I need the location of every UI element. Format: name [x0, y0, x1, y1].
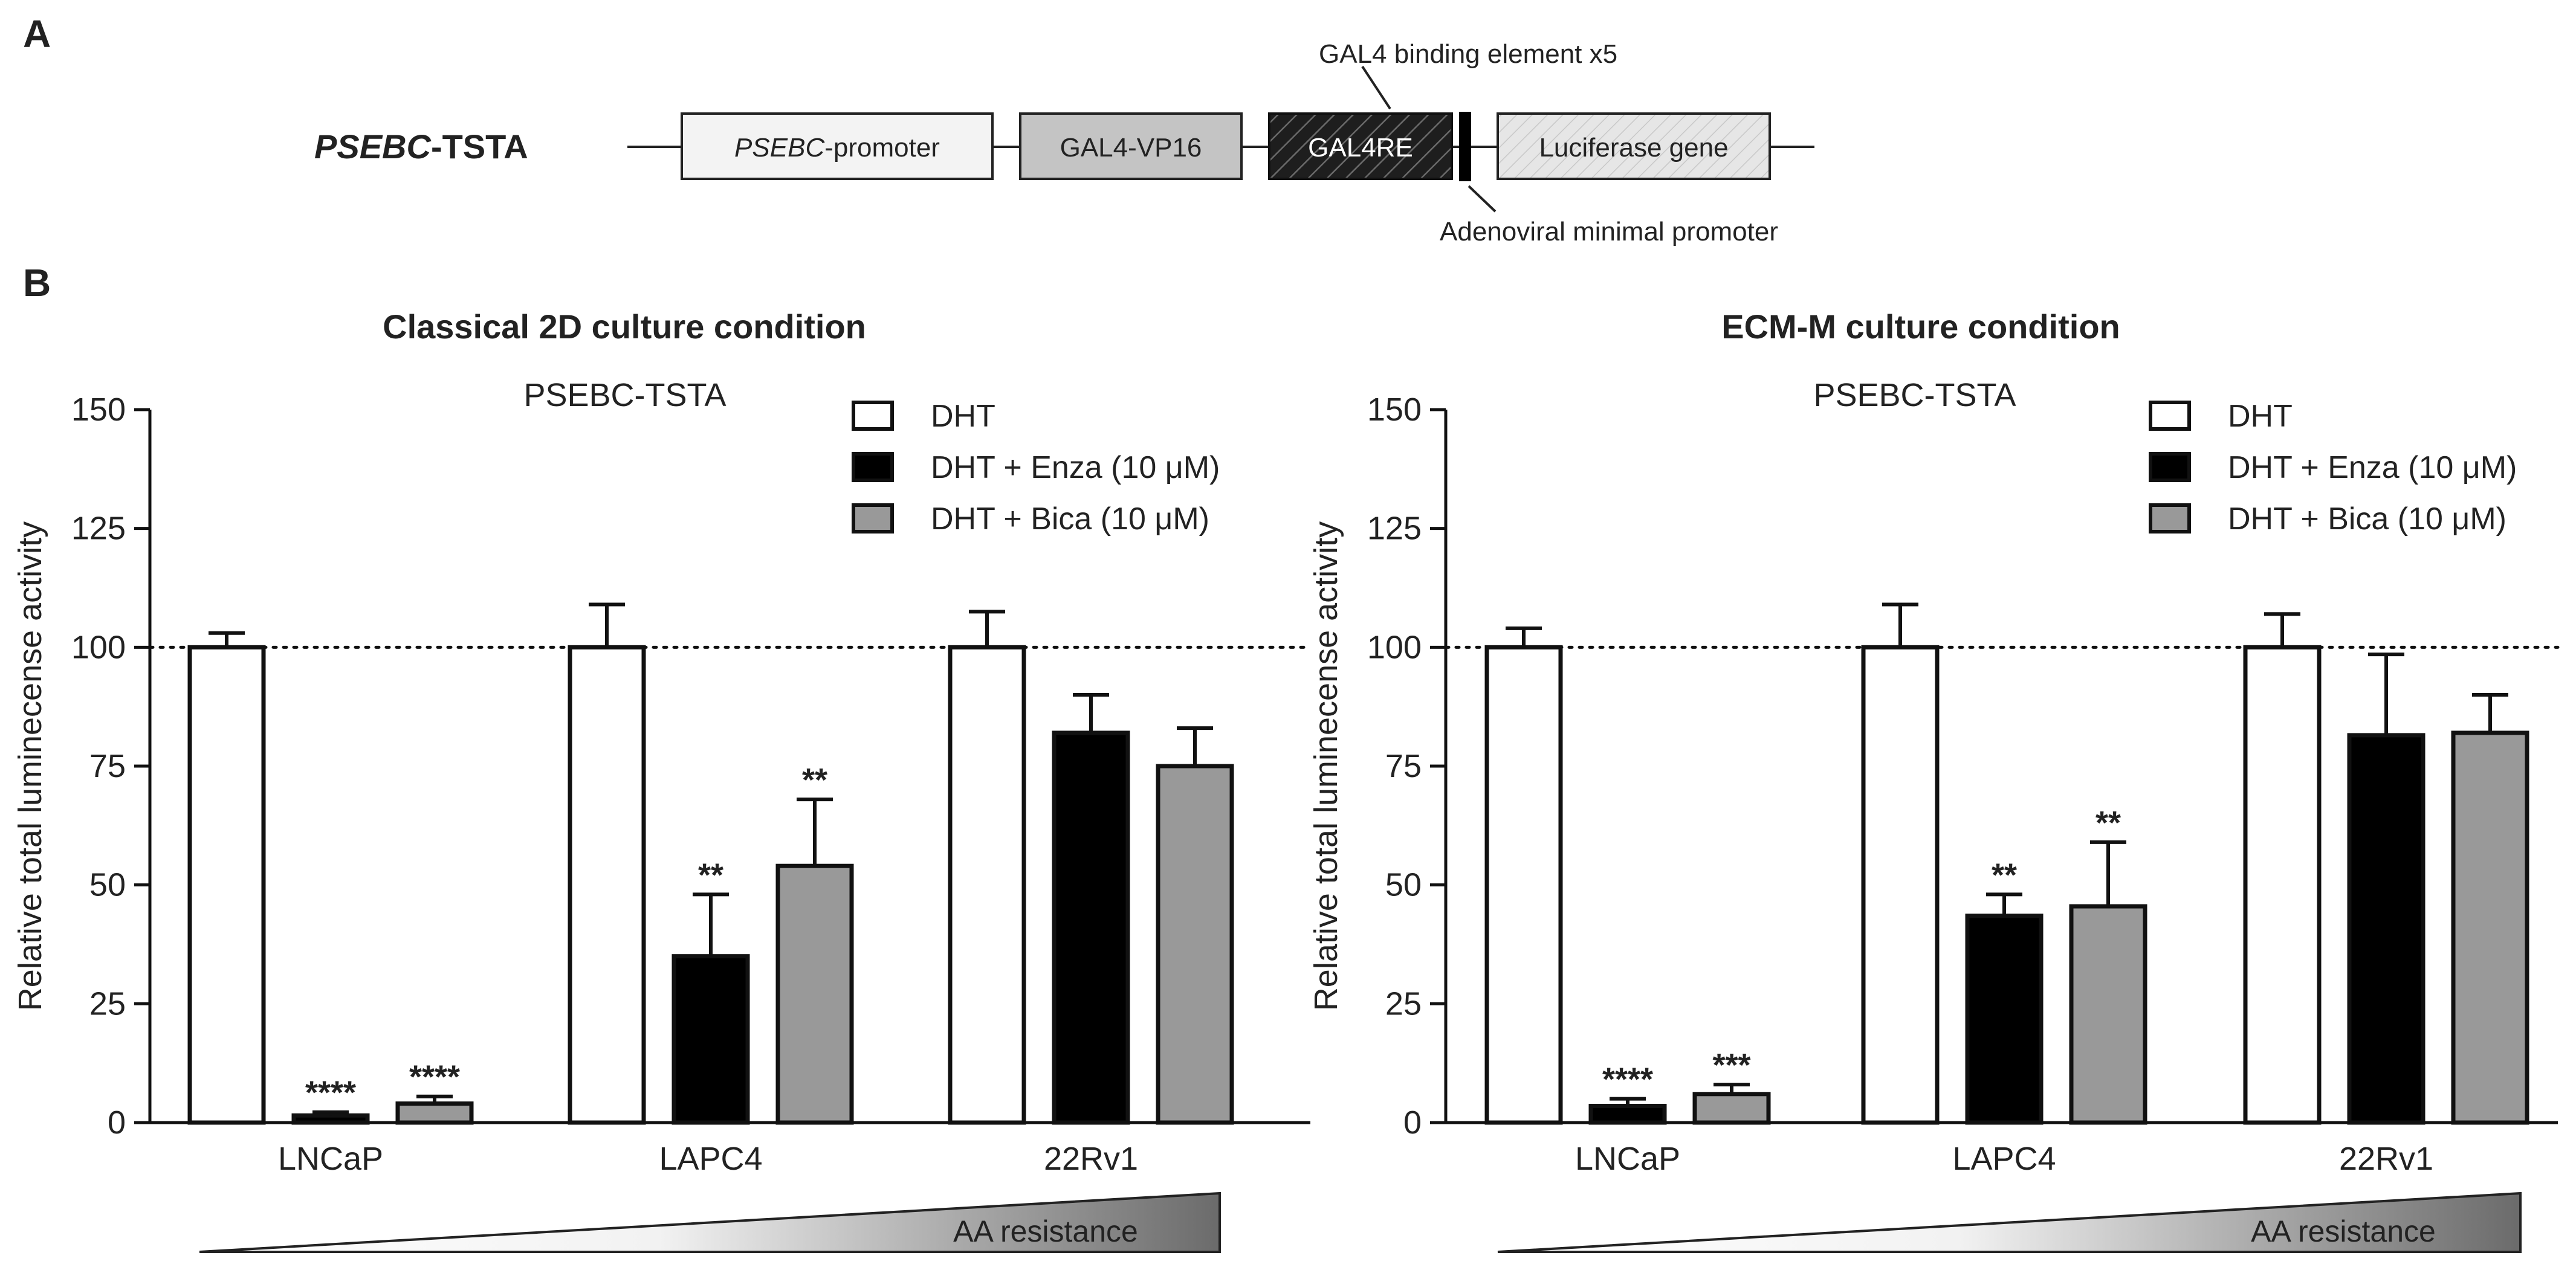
- chart-2d-culture: Classical 2D culture condition PSEBC-TSTA…: [12, 308, 1312, 1177]
- y-tick-label: 25: [1385, 985, 1422, 1022]
- legend-swatch: [852, 401, 894, 431]
- x-tick-label: LNCaP: [1575, 1141, 1680, 1177]
- bar: [672, 954, 750, 1125]
- panel-b: B: [23, 261, 51, 305]
- bar: [1588, 1103, 1667, 1125]
- y-tick-label: 150: [71, 392, 126, 428]
- gal4-vp16-box: GAL4-VP16: [1019, 112, 1243, 180]
- significance-label: **: [2095, 805, 2121, 841]
- x-tick-label: 22Rv1: [1044, 1141, 1138, 1177]
- gal4re-box: GAL4RE: [1268, 112, 1453, 180]
- bar: [187, 645, 266, 1125]
- aa-resistance-label: AA resistance: [953, 1214, 1138, 1248]
- binding-element-label: GAL4 binding element x5: [1319, 39, 1617, 69]
- bar: [395, 1101, 474, 1125]
- legend-label: DHT + Enza (10 μM): [2228, 450, 2517, 485]
- legend-label: DHT + Bica (10 μM): [931, 501, 1209, 537]
- legend-swatch: [2149, 452, 2191, 482]
- panel-b-label: B: [23, 261, 51, 305]
- promoter-box: PSEBC-promoter: [681, 112, 994, 180]
- bar: [1052, 730, 1130, 1125]
- bar: [948, 645, 1026, 1125]
- luciferase-box: Luciferase gene: [1497, 112, 1771, 180]
- chart-ecm-culture: ECM-M culture condition PSEBC-TSTA Relativ…: [1308, 308, 2560, 1177]
- bar: [1156, 764, 1234, 1125]
- gal4-vp16-label: GAL4-VP16: [1060, 133, 1202, 163]
- legend-swatch: [852, 503, 894, 533]
- bar: [2451, 730, 2529, 1125]
- y-tick-label: 50: [1385, 867, 1422, 903]
- legend-swatch: [852, 452, 894, 482]
- construct-name-rest: -TSTA: [431, 127, 528, 166]
- y-tick-label: 125: [71, 511, 126, 547]
- gal4re-label: GAL4RE: [1308, 133, 1413, 163]
- luciferase-label: Luciferase gene: [1539, 133, 1728, 163]
- panel-a-label: A: [23, 12, 51, 56]
- legend-label: DHT: [2228, 399, 2293, 434]
- chart-title: ECM-M culture condition: [1721, 308, 2120, 346]
- chart-title: Classical 2D culture condition: [383, 308, 866, 346]
- panel-a: A PSEBC-TSTA PSEBC-promoter GAL4-VP16 GA…: [23, 12, 1814, 247]
- significance-label: ****: [409, 1059, 460, 1095]
- x-tick-label: LAPC4: [1952, 1141, 2056, 1177]
- aa-resistance-wedge-right: AA resistance: [1497, 1191, 2522, 1253]
- y-axis-label: Relative total luminecense activity: [1308, 521, 1344, 1011]
- aa-resistance-wedge-left: AA resistance: [199, 1191, 1221, 1253]
- legend-swatch: [2149, 503, 2191, 533]
- y-tick-label: 125: [1367, 511, 1422, 547]
- construct-name-italic: PSEBC: [314, 127, 432, 166]
- legend-label: DHT: [931, 399, 995, 434]
- legend-label: DHT + Enza (10 μM): [931, 450, 1220, 485]
- significance-label: **: [802, 762, 827, 798]
- construct-name: PSEBC-TSTA: [314, 127, 528, 166]
- y-tick-label: 0: [108, 1104, 126, 1141]
- significance-label: **: [1992, 857, 2017, 893]
- bar: [568, 645, 646, 1125]
- bar: [2243, 645, 2322, 1125]
- y-tick-label: 50: [89, 867, 126, 903]
- x-tick-label: 22Rv1: [2339, 1141, 2433, 1177]
- significance-label: ***: [1712, 1047, 1750, 1083]
- promoter-label: PSEBC-promoter: [734, 133, 940, 163]
- significance-label: ****: [305, 1075, 356, 1111]
- minimal-promoter-pointer: [1468, 185, 1497, 213]
- bar: [775, 863, 854, 1125]
- bar: [1484, 645, 1563, 1125]
- y-axis-label: Relative total luminecense activity: [12, 521, 48, 1011]
- y-tick-label: 25: [89, 985, 126, 1022]
- legend-label: DHT + Bica (10 μM): [2228, 501, 2506, 537]
- aa-resistance-label: AA resistance: [2251, 1214, 2436, 1248]
- bar: [2069, 904, 2147, 1125]
- binding-element-pointer: [1361, 65, 1391, 110]
- y-tick-label: 75: [1385, 748, 1422, 784]
- y-tick-label: 150: [1367, 392, 1422, 428]
- significance-label: ****: [1602, 1062, 1653, 1098]
- y-tick-label: 100: [1367, 629, 1422, 665]
- bar: [1861, 645, 1940, 1125]
- x-tick-label: LAPC4: [659, 1141, 762, 1177]
- y-tick-label: 100: [71, 629, 126, 665]
- legend-swatch: [2149, 401, 2191, 431]
- significance-label: **: [698, 857, 723, 893]
- chart-subtitle: PSEBC-TSTA: [1813, 377, 2016, 413]
- x-tick-label: LNCaP: [278, 1141, 383, 1177]
- minimal-promoter-block: [1459, 112, 1471, 181]
- bar: [291, 1113, 370, 1125]
- y-tick-label: 0: [1403, 1104, 1422, 1141]
- bar: [2347, 733, 2426, 1125]
- chart-subtitle: PSEBC-TSTA: [523, 377, 726, 413]
- minimal-promoter-label: Adenoviral minimal promoter: [1440, 217, 1778, 247]
- bar: [1692, 1092, 1771, 1125]
- y-tick-label: 75: [89, 748, 126, 784]
- bar: [1965, 914, 2044, 1125]
